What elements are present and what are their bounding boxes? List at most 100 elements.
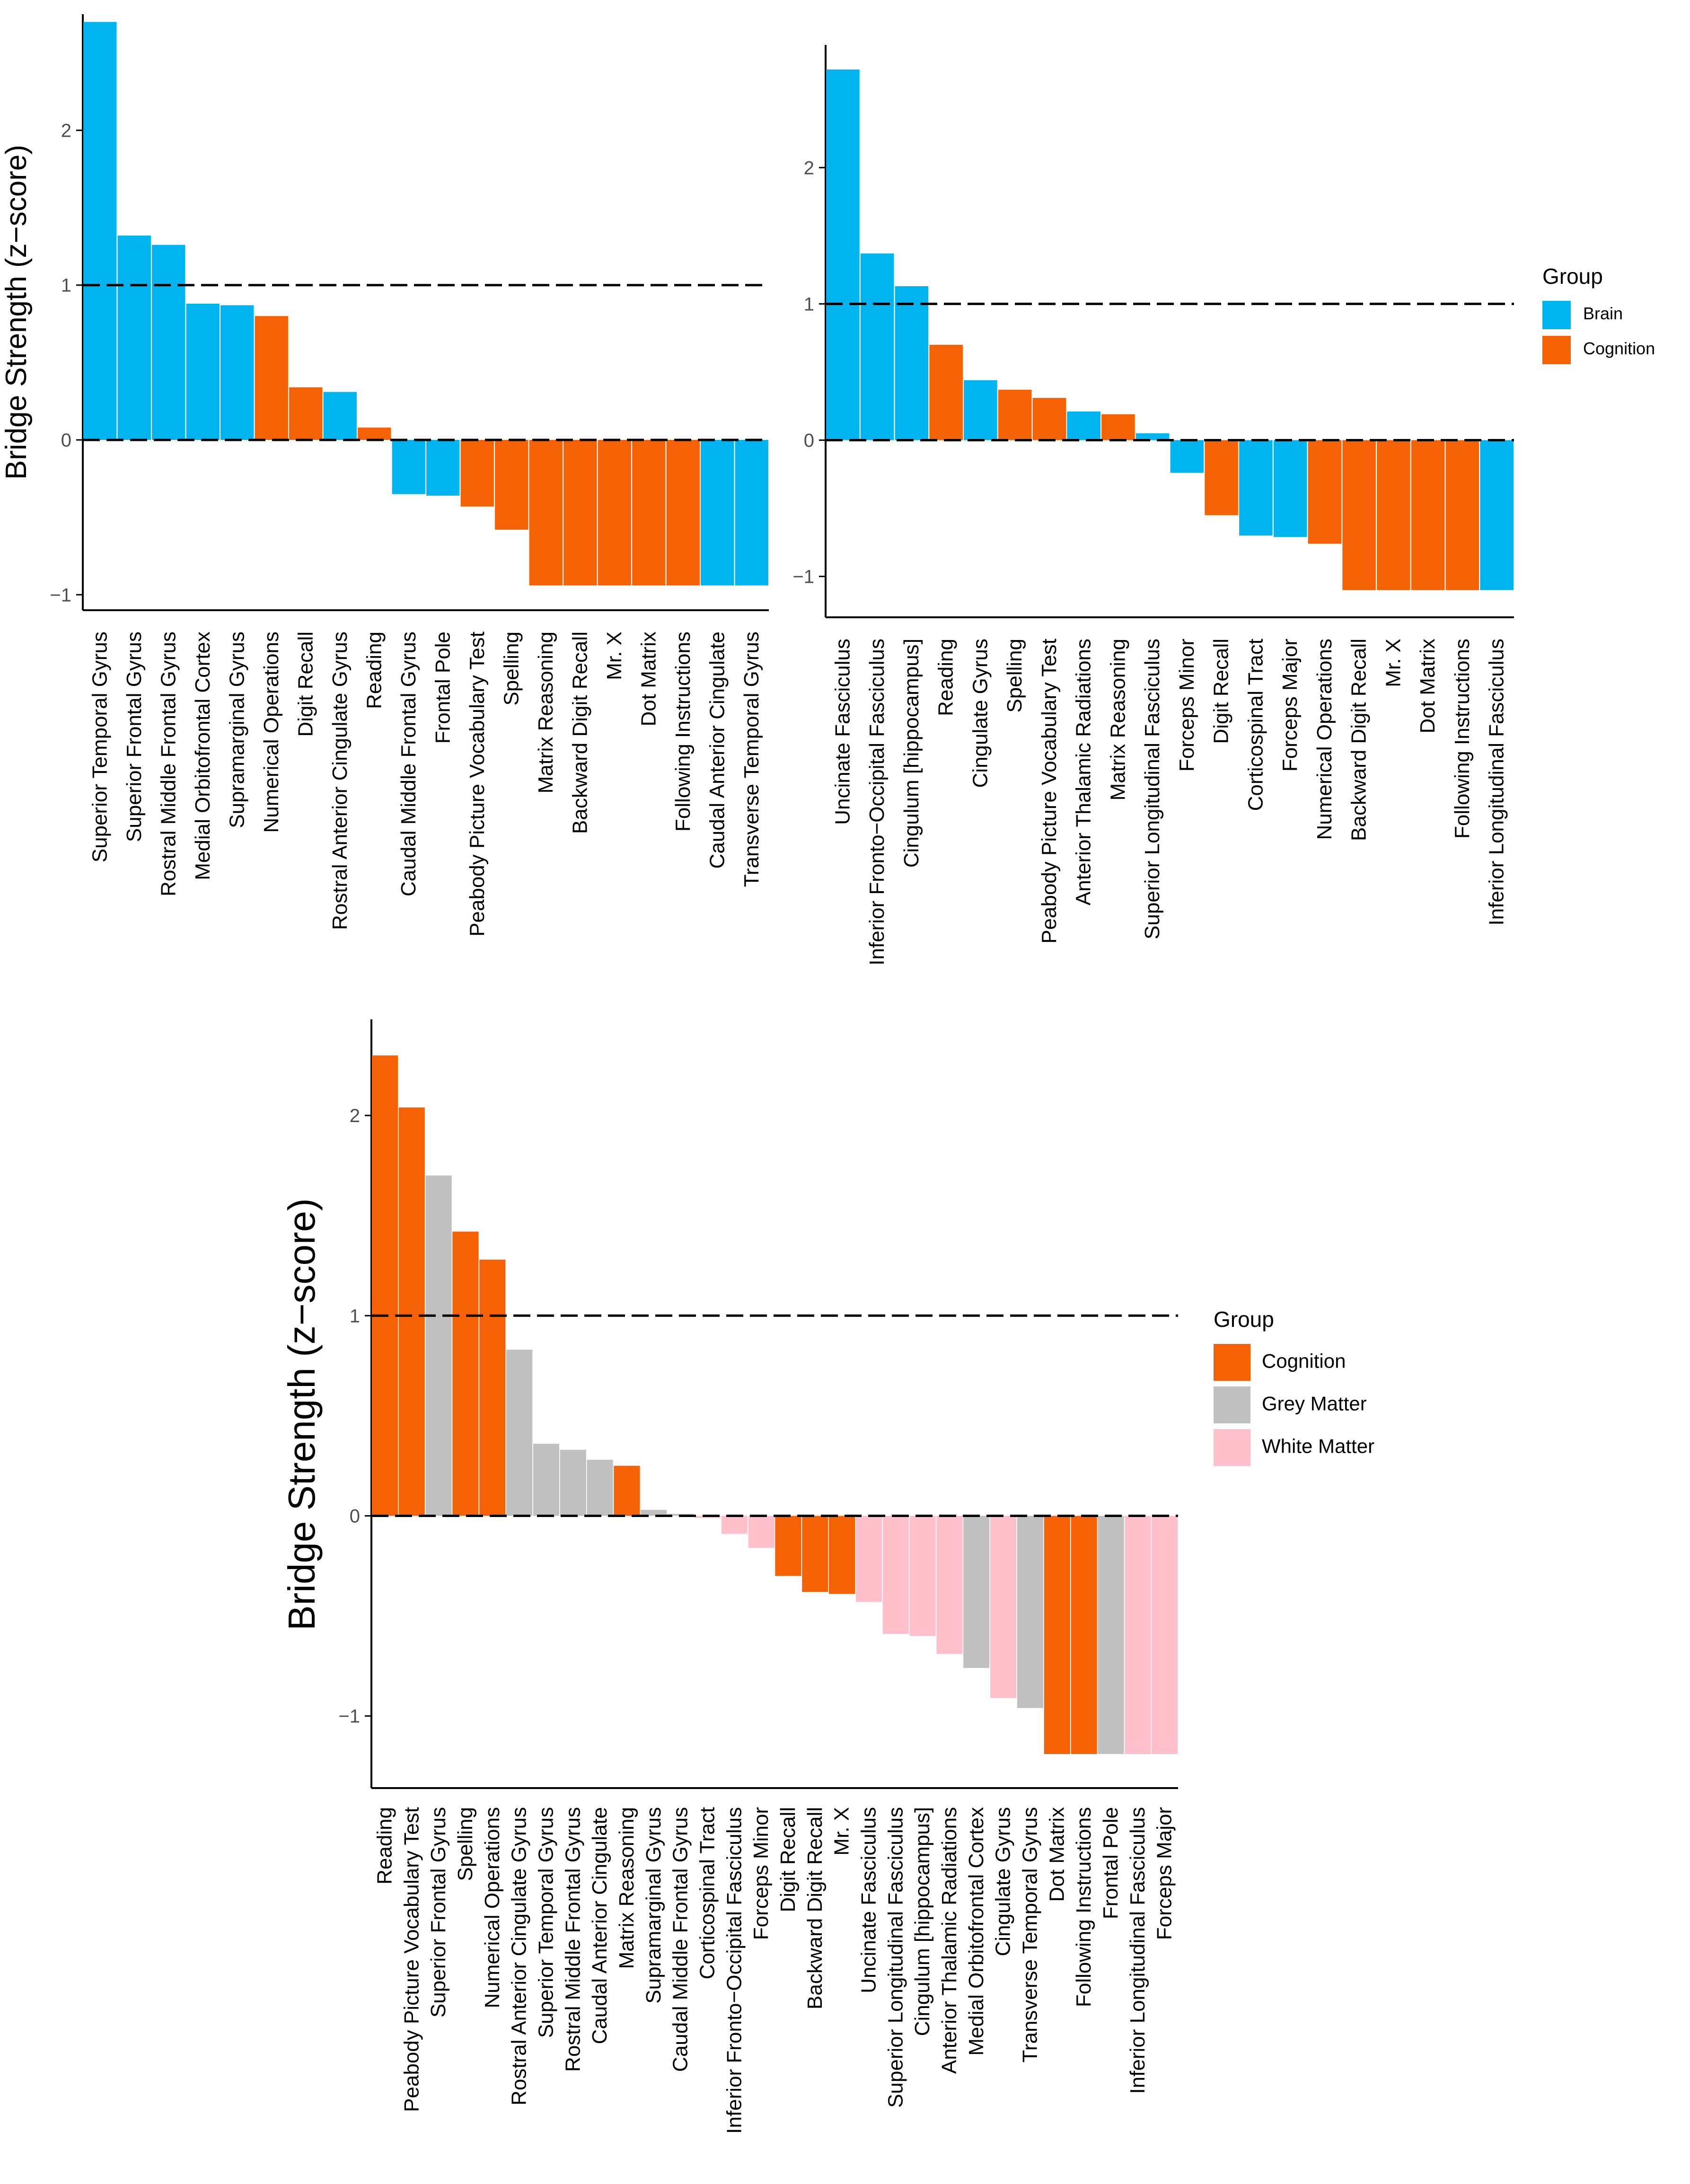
legend-label: Cognition: [1262, 1350, 1346, 1372]
category-label: Superior Frontal Gyrus: [123, 632, 146, 842]
y-tick-label: 1: [61, 275, 71, 296]
category-label: Peabody Picture Vocabulary Test: [400, 1807, 423, 2112]
category-label: Dot Matrix: [1045, 1807, 1068, 1902]
category-label: Dot Matrix: [1416, 639, 1439, 733]
category-label: Matrix Reasoning: [615, 1807, 638, 1969]
bar: [735, 440, 768, 586]
category-label: Cingulate Gyrus: [992, 1807, 1015, 1956]
bar: [855, 1516, 882, 1602]
category-label: Rostral Anterior Cingulate Gyrus: [328, 632, 352, 930]
legend: Group Cognition Grey Matter White Matter: [1214, 1307, 1374, 1466]
category-label: Anterior Thalamic Radiations: [1072, 639, 1095, 905]
bar: [1377, 440, 1410, 590]
bar: [775, 1516, 801, 1576]
bar: [1101, 414, 1135, 440]
bar: [1445, 440, 1479, 590]
category-label: Rostral Middle Frontal Gyrus: [157, 632, 180, 896]
y-tick-label: 2: [350, 1105, 360, 1126]
bar: [882, 1516, 909, 1634]
category-label: Matrix Reasoning: [534, 632, 557, 793]
bar: [426, 440, 460, 496]
category-label: Forceps Minor: [749, 1807, 773, 1940]
bar: [186, 304, 220, 440]
bar: [563, 440, 597, 586]
bar: [460, 440, 494, 507]
category-label: Cingulum [hippocampus]: [911, 1807, 934, 2036]
category-label: Backward Digit Recall: [1347, 639, 1371, 841]
bar: [641, 1509, 667, 1516]
bar: [598, 440, 631, 586]
bar: [117, 236, 151, 440]
category-label: Superior Frontal Gyrus: [427, 1807, 450, 2017]
y-axis-title: Bridge Strength (z−score): [0, 145, 33, 480]
legend-swatch: [1542, 336, 1571, 364]
category-label: Forceps Major: [1153, 1807, 1176, 1940]
category-label: Anterior Thalamic Radiations: [938, 1807, 961, 2074]
y-tick-label: −1: [50, 585, 71, 605]
bar: [1098, 1516, 1124, 1754]
bar: [220, 305, 254, 440]
category-label: Caudal Middle Frontal Gyrus: [397, 632, 420, 896]
category-label: Corticospinal Tract: [695, 1807, 719, 1979]
bar: [506, 1350, 533, 1516]
category-label: Mr. X: [603, 632, 626, 680]
bar: [1273, 440, 1307, 537]
y-tick-label: 0: [350, 1506, 360, 1526]
y-tick-label: 2: [804, 158, 814, 178]
category-label: Uncinate Fasciculus: [857, 1807, 880, 1993]
category-label: Peabody Picture Vocabulary Test: [466, 632, 489, 937]
category-label: Medial Orbitofrontal Cortex: [191, 632, 214, 880]
bar: [392, 440, 425, 494]
category-label: Supramarginal Gyrus: [642, 1807, 665, 2004]
category-label: Corticospinal Tract: [1244, 639, 1267, 811]
category-label: Backward Digit Recall: [803, 1807, 827, 2009]
bar: [1125, 1516, 1151, 1754]
category-label: Cingulum [hippocampus]: [900, 639, 923, 868]
bar: [495, 440, 528, 530]
category-label: Inferior Longitudinal Fasciculus: [1126, 1807, 1149, 2094]
bar: [1342, 440, 1376, 590]
category-label: Transverse Temporal Gyrus: [740, 632, 763, 887]
category-label: Numerical Operations: [481, 1807, 504, 2009]
legend-title: Group: [1214, 1307, 1274, 1332]
category-label: Peabody Picture Vocabulary Test: [1038, 639, 1061, 944]
category-label: Spelling: [454, 1807, 477, 1881]
bar: [1135, 433, 1170, 440]
bar: [1308, 440, 1342, 544]
bar: [614, 1465, 640, 1516]
bar: [587, 1459, 613, 1516]
category-label: Caudal Anterior Cingulate: [588, 1807, 611, 2044]
bar: [1067, 411, 1100, 440]
category-label: Frontal Pole: [431, 632, 454, 744]
bar: [1480, 440, 1514, 590]
category-label: Inferior Longitudinal Fasciculus: [1485, 639, 1508, 926]
bar: [895, 286, 929, 440]
legend: Group Brain Cognition: [1542, 264, 1655, 364]
bar: [909, 1516, 936, 1636]
bar: [748, 1516, 775, 1548]
bar: [963, 1516, 990, 1668]
y-tick-label: 2: [61, 120, 71, 141]
bar: [398, 1107, 425, 1516]
legend-label: Grey Matter: [1262, 1393, 1367, 1415]
category-label: Rostral Middle Frontal Gyrus: [561, 1807, 584, 2072]
category-label: Reading: [362, 632, 386, 709]
category-label: Caudal Middle Frontal Gyrus: [669, 1807, 692, 2072]
legend-title: Group: [1542, 264, 1603, 289]
category-label: Uncinate Fasciculus: [831, 639, 854, 825]
category-label: Mr. X: [830, 1807, 854, 1856]
category-label: Digit Recall: [294, 632, 317, 737]
category-label: Mr. X: [1382, 639, 1405, 687]
category-label: Caudal Anterior Cingulate: [705, 632, 729, 868]
category-label: Dot Matrix: [637, 632, 660, 726]
legend-swatch: [1542, 301, 1571, 329]
category-label: Backward Digit Recall: [568, 632, 591, 834]
category-label: Reading: [934, 639, 958, 716]
category-label: Cingulate Gyrus: [968, 639, 992, 788]
category-label: Following Instructions: [671, 632, 695, 832]
legend-swatch: [1214, 1386, 1250, 1423]
bar: [560, 1449, 586, 1516]
category-label: Numerical Operations: [1313, 639, 1336, 840]
bar: [1152, 1516, 1178, 1754]
